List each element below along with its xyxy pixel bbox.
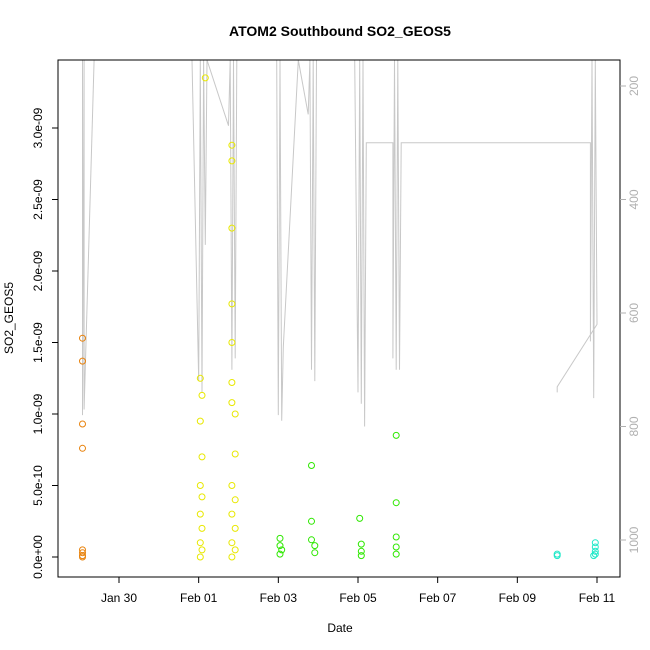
pressure-track-line <box>82 59 598 427</box>
y-tick-label: 1.5e-09 <box>31 322 45 363</box>
data-point <box>228 539 236 547</box>
data-point <box>357 552 365 560</box>
data-point <box>198 391 206 399</box>
data-point <box>196 553 204 561</box>
data-point <box>308 517 315 525</box>
right-tick-label: 800 <box>627 416 641 436</box>
data-point <box>553 552 561 560</box>
data-point <box>231 450 239 458</box>
pressure-track <box>82 59 598 427</box>
y-tick-label: 0.0e+00 <box>31 535 45 579</box>
y-axis: 0.0e+00 5.0e-10 1.0e-09 1.5e-09 2.0e-09 2.5e-… <box>31 107 58 579</box>
data-point <box>228 157 236 165</box>
data-point <box>79 334 86 342</box>
y-tick-label: 5.0e-10 <box>31 465 45 506</box>
data-point <box>79 357 86 365</box>
x-tick-label: Feb 07 <box>419 591 457 605</box>
x-tick-label: Jan 30 <box>101 591 137 605</box>
data-point <box>278 546 286 554</box>
data-point <box>196 417 204 425</box>
x-axis-label: Date <box>327 621 353 635</box>
y-tick-label: 3.0e-09 <box>31 107 45 148</box>
data-point <box>591 547 599 555</box>
y-axis-label: SO2_GEOS5 <box>2 282 16 354</box>
y-tick-label: 1.0e-09 <box>31 393 45 434</box>
data-point <box>196 510 204 518</box>
x-tick-label: Feb 09 <box>499 591 537 605</box>
data-point <box>228 141 236 149</box>
right-axis: 200 400 600 800 1000 <box>620 76 641 553</box>
data-point <box>198 524 206 532</box>
data-point <box>231 410 239 418</box>
x-tick-label: Feb 11 <box>579 591 616 605</box>
data-point <box>228 224 236 232</box>
data-point <box>198 453 206 461</box>
data-point <box>392 431 400 439</box>
data-point <box>392 550 400 558</box>
data-point <box>231 496 239 504</box>
data-point <box>231 546 239 554</box>
data-point <box>231 524 239 532</box>
data-point <box>196 482 204 489</box>
data-point <box>392 543 400 551</box>
data-point <box>591 543 599 551</box>
data-point <box>228 300 236 308</box>
data-point <box>198 546 206 554</box>
data-point <box>276 534 284 542</box>
data-point <box>201 74 209 82</box>
data-point <box>228 399 236 407</box>
data-point <box>311 549 319 557</box>
right-tick-label: 600 <box>627 303 641 323</box>
data-point <box>79 420 86 428</box>
chart-title: ATOM2 Southbound SO2_GEOS5 <box>229 23 451 39</box>
y-tick-label: 2.0e-09 <box>31 250 45 291</box>
data-point <box>228 379 236 386</box>
y-tick-label: 2.5e-09 <box>31 179 45 220</box>
data-point <box>228 510 236 518</box>
data-point <box>228 553 236 561</box>
data-point <box>196 539 204 547</box>
right-tick-label: 400 <box>627 189 641 209</box>
data-point <box>357 547 365 555</box>
x-tick-label: Feb 03 <box>260 591 298 605</box>
data-point <box>591 550 599 558</box>
x-axis: Jan 30 Feb 01 Feb 03 Feb 05 Feb 07 Feb 09 Feb … <box>101 577 616 605</box>
data-point <box>392 499 400 507</box>
data-point <box>79 444 86 452</box>
plot-frame <box>57 59 621 578</box>
data-point <box>79 553 86 561</box>
data-points <box>79 74 599 561</box>
data-point <box>276 550 284 558</box>
data-point <box>392 533 400 541</box>
data-point <box>308 536 315 544</box>
data-point <box>590 552 598 560</box>
data-point <box>276 542 284 550</box>
x-tick-label: Feb 05 <box>339 591 377 605</box>
data-point <box>228 482 236 489</box>
right-tick-label: 1000 <box>627 526 641 553</box>
data-point <box>196 374 204 382</box>
data-point <box>357 540 365 548</box>
data-point <box>308 462 315 469</box>
data-point <box>356 514 364 522</box>
data-point <box>79 549 86 557</box>
data-point <box>228 339 236 346</box>
x-tick-label: Feb 01 <box>180 591 218 605</box>
data-point <box>591 539 599 547</box>
data-point <box>198 493 206 501</box>
data-point <box>311 542 319 550</box>
right-tick-label: 200 <box>627 76 641 96</box>
